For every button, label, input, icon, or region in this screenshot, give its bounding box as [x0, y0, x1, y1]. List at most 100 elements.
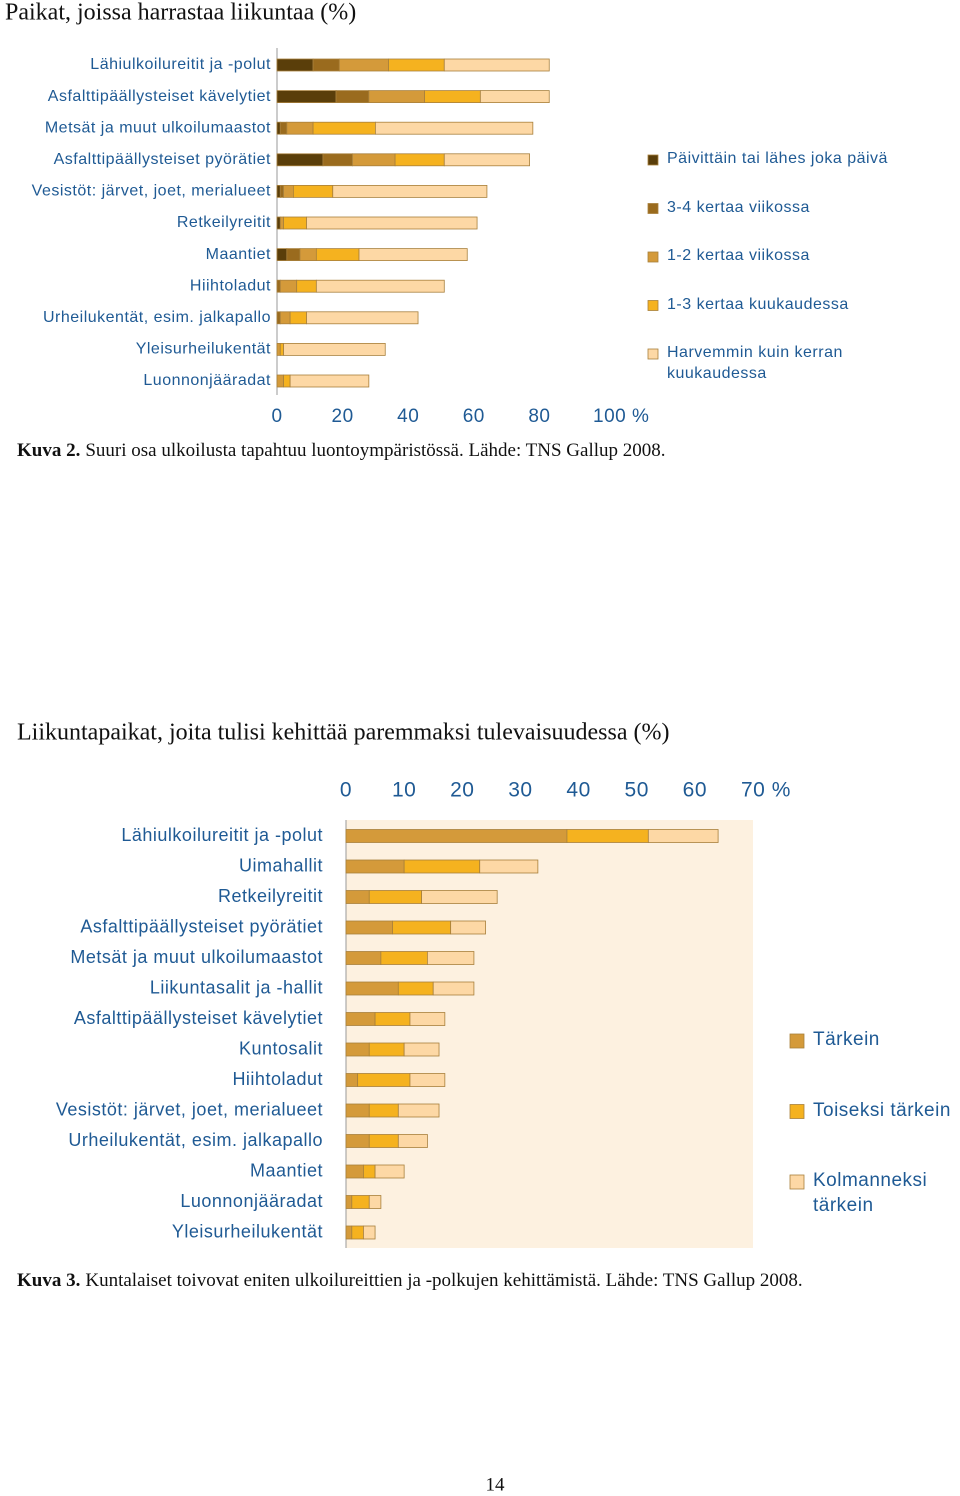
x-tick-label: 40 [566, 779, 590, 802]
legend-label: Toiseksi tärkein [813, 1099, 951, 1121]
bar-segment [279, 184, 284, 198]
caption: Kuva 3. Kuntalaiset toivovat eniten ulkoi… [17, 1270, 803, 1291]
bar-segment [276, 374, 284, 388]
legend-item: Tärkein [813, 1029, 879, 1050]
bar-segment [279, 311, 291, 325]
bar-segment [283, 184, 294, 198]
category-label: Asfalttipäällysteiset kävelytiet [48, 88, 271, 105]
category-label: Maantiet [206, 246, 271, 263]
bar-segment [363, 1164, 376, 1179]
legend-swatch [647, 203, 659, 214]
bar-segment [279, 121, 288, 135]
caption-label: Kuva 2. [17, 440, 80, 461]
bar-segment [479, 90, 550, 103]
bar-segment [421, 890, 498, 904]
bar-segment [345, 1012, 376, 1026]
legend-swatch [647, 348, 659, 360]
bar-segment [409, 1012, 446, 1026]
bar-segment [363, 1225, 376, 1240]
bar-segment [286, 121, 314, 135]
legend-item: 1-2 kertaa viikossa [667, 247, 810, 265]
bar-segment [315, 248, 360, 262]
bar-segment [426, 951, 475, 965]
bar-segment [283, 374, 291, 388]
legend-item: Kolmanneksi tärkein [813, 1170, 927, 1216]
bar-segment [374, 121, 534, 135]
bar-segment [292, 184, 334, 198]
bar-segment [276, 279, 281, 293]
category-label: Asfalttipäällysteiset pyörätiet [80, 916, 323, 936]
bar-segment [345, 829, 568, 843]
bar-segment [397, 1103, 440, 1118]
bar-segment [345, 1103, 370, 1118]
bar-segment [345, 951, 382, 965]
bar-segment [286, 248, 301, 262]
category-label: Maantiet [250, 1160, 323, 1180]
x-tick-label: 60 [683, 779, 707, 802]
bar-segment [279, 279, 298, 293]
bar-segment [345, 1225, 353, 1240]
bar-segment [283, 216, 307, 230]
x-tick-label: 30 [508, 779, 532, 802]
bar-segment [566, 829, 649, 843]
bar-segment [394, 153, 445, 167]
category-label: Hiihtoladut [190, 277, 271, 294]
legend-swatch [789, 1104, 805, 1119]
category-label: Luonnonjääradat [180, 1191, 323, 1211]
bar-segment [368, 1103, 399, 1118]
legend-swatch [647, 154, 659, 166]
category-label: Hiihtoladut [232, 1069, 323, 1089]
bar-segment [322, 153, 353, 167]
category-label: Urheilukentät, esim. jalkapallo [43, 309, 271, 326]
bar-segment [443, 153, 530, 167]
bar-segment [289, 311, 307, 325]
bar-segment [345, 920, 393, 935]
bar-segment [368, 1042, 405, 1057]
bar-segment [368, 1195, 382, 1209]
bar-segment [296, 279, 317, 293]
bar-segment [397, 981, 434, 996]
category-label: Asfalttipäällysteiset pyörätiet [54, 151, 271, 168]
bar-segment [397, 1134, 428, 1148]
bar-segment [332, 184, 488, 198]
bar-segment [276, 90, 337, 103]
bar-segment [424, 90, 481, 103]
x-tick-label: 60 [463, 406, 485, 427]
bar-segment [276, 121, 281, 135]
category-label: Uimahallit [239, 855, 323, 875]
bar-segment [299, 248, 317, 262]
legend-swatch [789, 1174, 805, 1190]
legend-item: 3-4 kertaa viikossa [667, 198, 810, 216]
bar-segment [345, 1073, 359, 1087]
bar-segment [315, 279, 445, 293]
x-tick-label: 80 [528, 406, 550, 427]
legend-label: Päivittäin tai lähes joka päivä [667, 150, 888, 168]
bar-segment [432, 981, 475, 996]
bar-segment [358, 248, 468, 262]
bar-segment [647, 829, 719, 843]
bar-segment [368, 890, 422, 904]
x-tick-label: 20 [450, 779, 474, 802]
category-label: Urheilukentät, esim. jalkapallo [68, 1130, 323, 1150]
category-label: Lähiulkoilureitit ja -polut [121, 825, 323, 845]
category-label: Kuntosalit [239, 1038, 323, 1058]
bar-segment [403, 859, 481, 874]
bar-segment [345, 1164, 364, 1179]
legend-item: Toiseksi tärkein [813, 1099, 951, 1121]
legend-label: 1-2 kertaa viikossa [667, 247, 810, 265]
category-label: Liikuntasalit ja -hallit [150, 977, 323, 997]
bar-segment [392, 920, 452, 935]
category-label: Vesistöt: järvet, joet, merialueet [56, 1099, 323, 1119]
bar-segment [409, 1073, 446, 1087]
category-label: Lähiulkoilureitit ja -polut [90, 56, 271, 73]
legend-item: Päivittäin tai lähes joka päivä [667, 150, 888, 168]
caption: Kuva 2. Suuri osa ulkoilusta tapahtuu luo… [17, 440, 666, 461]
legend-item: Harvemmin kuin kerran kuukaudessa [667, 344, 842, 382]
legend-label: 3-4 kertaa viikossa [667, 198, 810, 216]
category-label: Asfalttipäällysteiset kävelytiet [74, 1008, 323, 1028]
chart-title: Liikuntapaikat, joita tulisi kehittää pa… [17, 720, 670, 746]
bar-segment [345, 1134, 370, 1148]
bar-segment [368, 90, 425, 103]
category-label: Vesistöt: järvet, joet, merialueet [32, 183, 271, 200]
